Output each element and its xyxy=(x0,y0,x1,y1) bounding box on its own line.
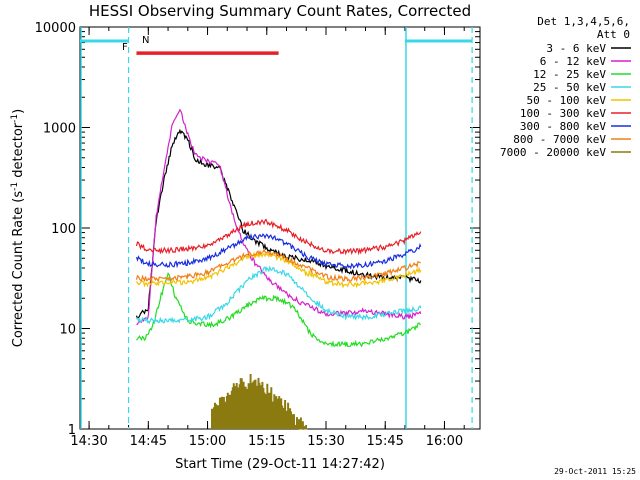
x-tick-label: 15:45 xyxy=(366,434,403,449)
legend-label: 12 - 25 keV xyxy=(533,68,606,81)
series-line xyxy=(135,218,422,256)
y-axis-label-exp2: -1 xyxy=(10,114,20,123)
x-tick-label: 14:30 xyxy=(70,434,107,449)
annotation-flare: F xyxy=(122,42,128,53)
series-line xyxy=(136,265,422,325)
footer-date: 29-Oct-2011 15:25 xyxy=(554,467,636,476)
series-line xyxy=(211,374,308,430)
annotation-night: N xyxy=(142,35,149,46)
legend-header-line2: Att 0 xyxy=(597,28,630,41)
y-axis-label-exp1: -1 xyxy=(10,182,20,191)
x-axis-label: Start Time (29-Oct-11 14:27:42) xyxy=(175,457,385,472)
series-line xyxy=(136,108,422,325)
x-tick-label: 15:00 xyxy=(189,434,226,449)
y-axis-label-main: Corrected Count Rate (s xyxy=(11,191,26,348)
y-tick-label: 1 xyxy=(68,423,76,438)
x-tick-label: 16:00 xyxy=(426,434,463,449)
x-tick-label: 15:15 xyxy=(248,434,285,449)
y-tick-label: 10 xyxy=(59,323,76,338)
legend-label: 300 - 800 keV xyxy=(520,120,606,133)
y-tick-label: 10000 xyxy=(35,21,76,36)
series-line xyxy=(135,250,422,289)
series-line xyxy=(135,128,422,320)
series-lines xyxy=(135,108,422,430)
legend-label: 3 - 6 keV xyxy=(546,42,606,55)
x-tick-label: 15:30 xyxy=(307,434,344,449)
series-line xyxy=(136,272,421,348)
series-line xyxy=(135,248,422,283)
legend-header-line1: Det 1,3,4,5,6, xyxy=(537,15,630,28)
y-tick-label: 100 xyxy=(51,222,76,237)
orbit-markers xyxy=(80,27,473,429)
legend-label: 6 - 12 keV xyxy=(540,55,607,68)
legend-label: 100 - 300 keV xyxy=(520,107,606,120)
y-tick-label: 1000 xyxy=(43,122,76,137)
y-axis-ticks: 1 10 100 1000 10000 xyxy=(35,21,480,438)
legend-label: 7000 - 20000 keV xyxy=(500,146,606,159)
x-tick-label: 14:45 xyxy=(130,434,167,449)
y-axis-label: Corrected Count Rate (s-1 detector-1) xyxy=(10,109,26,347)
chart-title: HESSI Observing Summary Count Rates, Cor… xyxy=(89,2,471,20)
legend-label: 25 - 50 keV xyxy=(533,81,606,94)
legend-label: 50 - 100 keV xyxy=(527,94,607,107)
y-axis-label-end: ) xyxy=(11,109,26,114)
y-axis-label-mid: detector xyxy=(11,122,26,182)
legend-label: 800 - 7000 keV xyxy=(513,133,606,146)
series-line xyxy=(135,233,422,270)
